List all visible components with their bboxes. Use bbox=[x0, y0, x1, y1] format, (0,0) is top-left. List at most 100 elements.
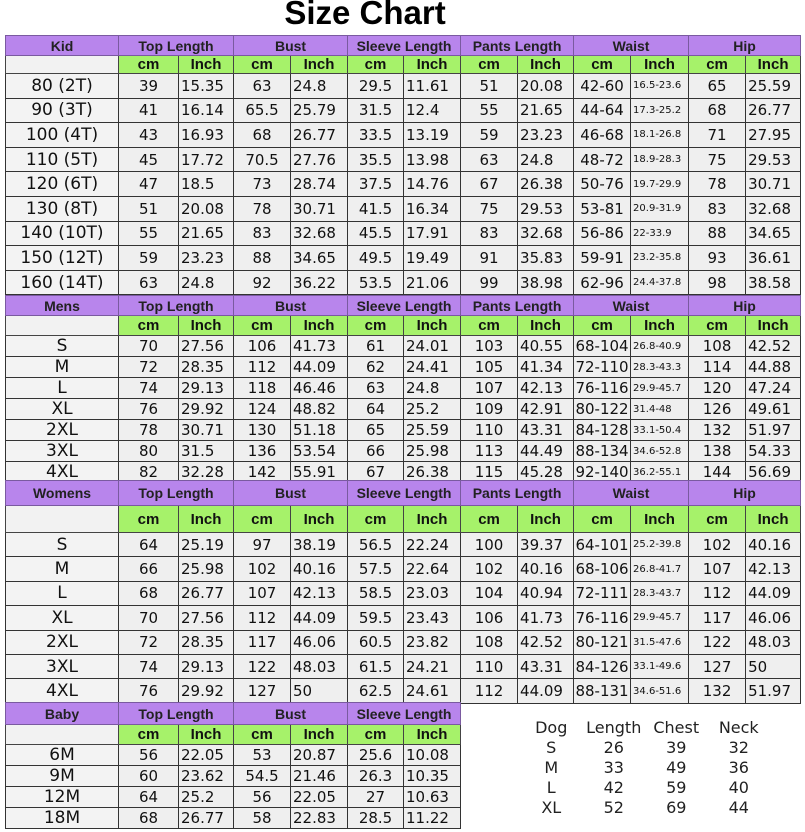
measurement-cell: 59.5 bbox=[347, 605, 405, 631]
measurement-cell: 23.43 bbox=[403, 605, 462, 631]
measurement-cell: 99 bbox=[460, 269, 519, 296]
dog-cell: 59 bbox=[666, 778, 687, 797]
measurement-cell: 26.8-41.7 bbox=[630, 556, 690, 582]
measurement-cell: 22.24 bbox=[403, 531, 462, 558]
unit-inch: Inch bbox=[177, 724, 235, 745]
column-group-header: Waist bbox=[573, 295, 690, 316]
unit-cm: cm bbox=[118, 724, 179, 745]
measurement-cell: 67 bbox=[347, 461, 405, 483]
table-row: L 68 26.77 107 42.13 58.5 23.03 104 40.94 72-111 2… bbox=[5, 580, 802, 607]
measurement-cell: 120 bbox=[688, 377, 747, 399]
size-label: S bbox=[5, 335, 119, 357]
measurement-cell: 27.76 bbox=[290, 146, 349, 173]
measurement-cell: 84-126 bbox=[573, 653, 632, 680]
measurement-cell: 25.19 bbox=[177, 531, 235, 558]
measurement-cell: 16.14 bbox=[177, 97, 235, 124]
measurement-cell: 50-76 bbox=[573, 171, 632, 197]
measurement-cell: 63 bbox=[347, 377, 405, 399]
measurement-cell: 76 bbox=[118, 678, 179, 704]
measurement-cell: 23.2-35.8 bbox=[630, 245, 690, 271]
measurement-cell: 54.5 bbox=[233, 765, 292, 787]
measurement-cell: 51.18 bbox=[290, 419, 349, 441]
measurement-cell: 56 bbox=[118, 744, 179, 766]
measurement-cell: 103 bbox=[460, 335, 519, 357]
unit-inch: Inch bbox=[177, 505, 235, 533]
dog-cell: S bbox=[546, 738, 557, 757]
table-row: 90 (3T) 41 16.14 65.5 25.79 31.5 12.4 55 21.65 44… bbox=[5, 97, 802, 124]
measurement-cell: 30.71 bbox=[177, 419, 235, 441]
table-row: 110 (5T) 45 17.72 70.5 27.76 35.5 13.98 63 24.8 4… bbox=[5, 146, 802, 173]
measurement-cell: 23.23 bbox=[517, 122, 575, 148]
measurement-cell: 22.64 bbox=[403, 556, 462, 582]
column-group-header: Sleeve Length bbox=[347, 480, 462, 506]
column-group-header: Top Length bbox=[117, 35, 235, 56]
measurement-cell: 62.5 bbox=[347, 678, 405, 704]
measurement-cell: 68 bbox=[688, 97, 747, 124]
size-label: 18M bbox=[5, 807, 119, 829]
measurement-cell: 18.1-26.8 bbox=[630, 122, 690, 148]
blank-cell bbox=[5, 55, 119, 74]
measurement-cell: 56.69 bbox=[745, 461, 802, 483]
table-row: XL 76 29.92 124 48.82 64 25.2 109 42.91 80-122 31.… bbox=[5, 398, 802, 420]
measurement-cell: 63 bbox=[233, 73, 292, 99]
measurement-cell: 41.73 bbox=[290, 335, 349, 357]
measurement-cell: 45.28 bbox=[517, 461, 575, 483]
measurement-cell: 105 bbox=[460, 356, 519, 378]
measurement-cell: 64 bbox=[118, 786, 179, 808]
dog-cell: 33 bbox=[603, 758, 624, 777]
measurement-cell: 25.2-39.8 bbox=[630, 531, 690, 558]
size-label: 12M bbox=[5, 786, 119, 808]
size-table-womens: Womens Top Length Bust Sleeve Length Pants L… bbox=[5, 480, 802, 704]
table-row: M 66 25.98 102 40.16 57.5 22.64 102 40.16 68-106 2… bbox=[5, 556, 802, 582]
measurement-cell: 41.34 bbox=[517, 356, 575, 378]
measurement-cell: 83 bbox=[233, 220, 292, 247]
measurement-cell: 47 bbox=[118, 171, 179, 197]
column-group-header: Top Length bbox=[117, 295, 235, 316]
measurement-cell: 59-91 bbox=[573, 245, 632, 271]
measurement-cell: 29.92 bbox=[177, 398, 235, 420]
measurement-cell: 88 bbox=[688, 220, 747, 247]
dog-cell: 49 bbox=[666, 758, 687, 777]
size-label: 3XL bbox=[5, 653, 119, 680]
measurement-cell: 74 bbox=[118, 653, 179, 680]
measurement-cell: 58.5 bbox=[347, 580, 405, 607]
measurement-cell: 40.16 bbox=[745, 531, 802, 558]
measurement-cell: 23.23 bbox=[177, 245, 235, 271]
measurement-cell: 65 bbox=[347, 419, 405, 441]
column-group-header: Pants Length bbox=[460, 480, 575, 506]
unit-cm: cm bbox=[460, 315, 519, 336]
measurement-cell: 27 bbox=[347, 786, 405, 808]
column-group-header: Waist bbox=[573, 35, 690, 56]
measurement-cell: 39 bbox=[118, 73, 179, 99]
measurement-cell: 107 bbox=[688, 556, 747, 582]
measurement-cell: 64 bbox=[118, 531, 179, 558]
measurement-cell: 23.62 bbox=[177, 765, 235, 787]
measurement-cell: 18.9-28.3 bbox=[630, 146, 690, 173]
measurement-cell: 51 bbox=[118, 195, 179, 222]
measurement-cell: 100 bbox=[460, 531, 519, 558]
measurement-cell: 78 bbox=[118, 419, 179, 441]
measurement-cell: 76-116 bbox=[573, 605, 632, 631]
measurement-cell: 36.22 bbox=[290, 269, 349, 296]
measurement-cell: 42.13 bbox=[745, 556, 802, 582]
measurement-cell: 27.56 bbox=[177, 605, 235, 631]
measurement-cell: 48.03 bbox=[745, 629, 802, 655]
measurement-cell: 38.19 bbox=[290, 531, 349, 558]
measurement-cell: 130 bbox=[233, 419, 292, 441]
measurement-cell: 27.95 bbox=[745, 122, 802, 148]
size-label: 130 (8T) bbox=[5, 195, 119, 222]
measurement-cell: 126 bbox=[688, 398, 747, 420]
measurement-cell: 31.5 bbox=[347, 97, 405, 124]
column-group-header: Bust bbox=[233, 295, 349, 316]
measurement-cell: 49.61 bbox=[745, 398, 802, 420]
unit-cm: cm bbox=[118, 55, 179, 74]
unit-cm: cm bbox=[573, 55, 632, 74]
measurement-cell: 25.59 bbox=[403, 419, 462, 441]
measurement-cell: 68-104 bbox=[573, 335, 632, 357]
measurement-cell: 68-106 bbox=[573, 556, 632, 582]
table-row: 2XL 72 28.35 117 46.06 60.5 23.82 108 42.52 80-12… bbox=[5, 629, 802, 655]
measurement-cell: 19.49 bbox=[403, 245, 462, 271]
table-row: 3XL 74 29.13 122 48.03 61.5 24.21 110 43.31 84-12… bbox=[5, 653, 802, 680]
blank-cell bbox=[5, 505, 119, 533]
measurement-cell: 45 bbox=[118, 146, 179, 173]
